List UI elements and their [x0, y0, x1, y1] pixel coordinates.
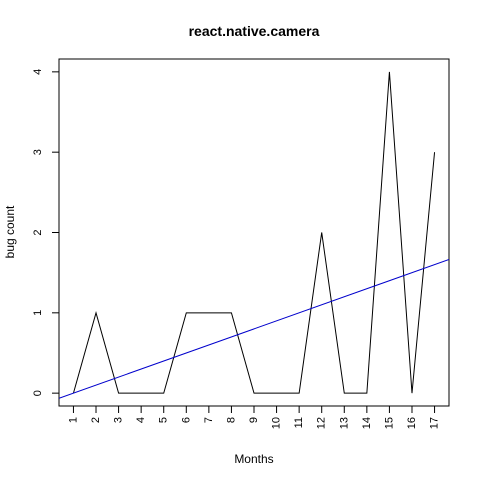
x-tick-label: 15 — [383, 417, 395, 429]
y-tick-label: 3 — [32, 149, 44, 155]
y-tick-label: 0 — [32, 390, 44, 396]
x-tick-label: 3 — [113, 417, 125, 423]
x-tick-label: 1 — [67, 417, 79, 423]
x-tick-label: 14 — [361, 417, 373, 429]
x-tick-label: 8 — [225, 417, 237, 423]
x-tick-label: 13 — [338, 417, 350, 429]
x-tick-label: 5 — [158, 417, 170, 423]
y-axis-label: bug count — [3, 205, 17, 258]
series-line — [72, 71, 436, 394]
y-axis: 0 1 2 3 4 — [32, 69, 59, 396]
x-tick-label: 4 — [135, 417, 147, 423]
x-axis-label: Months — [234, 452, 273, 466]
x-tick-label: 2 — [90, 417, 102, 423]
x-axis: 1 2 3 4 5 6 7 8 9 10 11 12 13 14 15 16 17 — [67, 406, 441, 429]
x-tick-label: 6 — [180, 417, 192, 423]
x-tick-label: 12 — [316, 417, 328, 429]
y-tick-label: 4 — [32, 69, 44, 75]
x-tick-label: 17 — [429, 417, 441, 429]
trend-line — [59, 259, 449, 399]
x-tick-label: 9 — [248, 417, 260, 423]
plot-area — [59, 71, 449, 399]
plot-frame — [58, 58, 450, 407]
chart-title: react.native.camera — [189, 23, 320, 39]
x-tick-label: 10 — [271, 417, 283, 429]
x-tick-label: 16 — [406, 417, 418, 429]
y-tick-label: 1 — [32, 310, 44, 316]
x-tick-label: 7 — [203, 417, 215, 423]
y-tick-label: 2 — [32, 229, 44, 235]
x-tick-label: 11 — [293, 417, 305, 428]
